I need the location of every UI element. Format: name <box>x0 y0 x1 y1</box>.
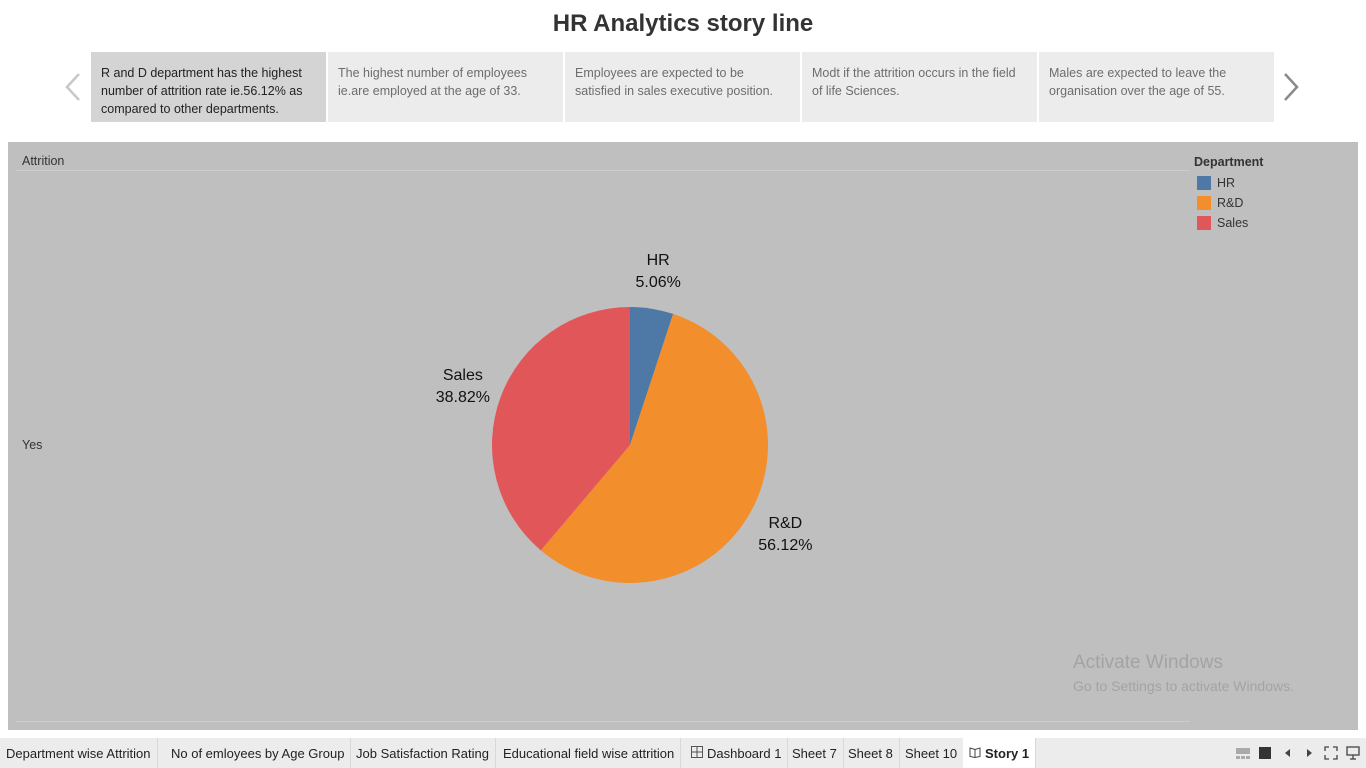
pie-label-value: 5.06% <box>635 274 680 291</box>
tab-label: Educational field wise attrition <box>503 745 675 761</box>
footer-divider <box>16 721 1190 722</box>
legend-swatch <box>1197 196 1211 210</box>
tab-sheet-7[interactable]: Sheet 7 <box>786 738 844 768</box>
header-divider <box>16 170 1190 171</box>
tab-label: Sheet 8 <box>848 745 893 761</box>
story-point-1[interactable]: R and D department has the highest numbe… <box>91 52 326 122</box>
legend-item-hr[interactable]: HR <box>1194 173 1263 193</box>
legend-swatch <box>1197 216 1211 230</box>
pie-label-value: 56.12% <box>758 537 812 554</box>
tab-dashboard-1[interactable]: Dashboard 1 <box>685 738 789 768</box>
previous-story-point-button[interactable] <box>63 70 83 104</box>
watermark-subtitle: Go to Settings to activate Windows. <box>1073 678 1294 694</box>
dashboard-icon <box>691 745 703 761</box>
pie-label-value: 38.82% <box>436 389 490 406</box>
story-point-5[interactable]: Males are expected to leave the organisa… <box>1039 52 1274 122</box>
story-point-text: Males are expected to leave the organisa… <box>1049 66 1227 98</box>
story-point-3[interactable]: Employees are expected to be satisfied i… <box>565 52 800 122</box>
legend-item-rnd[interactable]: R&D <box>1194 193 1263 213</box>
tab-label: No of emloyees by Age Group <box>171 745 345 761</box>
pie-label-name: R&D <box>768 515 802 532</box>
tab-label: Story 1 <box>985 745 1030 761</box>
tab-sheet-8[interactable]: Sheet 8 <box>842 738 900 768</box>
legend-label: Sales <box>1217 216 1249 230</box>
activation-watermark: Activate Windows Go to Settings to activ… <box>1073 652 1294 694</box>
scroll-tabs-left-icon[interactable] <box>1281 746 1295 760</box>
tab-label: Job Satisfaction Rating <box>356 745 489 761</box>
tab-label: Sheet 10 <box>905 745 958 761</box>
story-icon <box>969 746 981 761</box>
story-point-text: R and D department has the highest numbe… <box>101 66 303 116</box>
row-label: Yes <box>22 438 43 452</box>
presentation-mode-icon[interactable] <box>1346 746 1360 760</box>
pie-label-name: HR <box>647 252 670 269</box>
pie-slice-sales[interactable] <box>492 307 630 551</box>
legend-title: Department <box>1194 155 1264 169</box>
watermark-title: Activate Windows <box>1073 652 1223 673</box>
chevron-right-icon <box>1284 73 1299 101</box>
story-point-text: The highest number of employees ie.are e… <box>338 66 527 98</box>
pie-slice-rd[interactable] <box>540 313 768 583</box>
legend-label: HR <box>1217 176 1236 190</box>
tab-educational-field-attrition[interactable]: Educational field wise attrition <box>497 738 682 768</box>
pie-chart: HR 5.06% R&D 56.12% Sales 38.82% <box>436 252 812 583</box>
scroll-tabs-right-icon[interactable] <box>1302 746 1316 760</box>
pie-slice-hr[interactable] <box>630 307 674 445</box>
legend: Department HR R&D Sales <box>1194 155 1263 233</box>
filmstrip-view-icon[interactable] <box>1236 746 1250 760</box>
sheet-sorter-icon[interactable] <box>1258 746 1272 760</box>
story-title: HR Analytics story line <box>552 10 814 37</box>
legend-swatch <box>1197 176 1211 190</box>
fullscreen-icon[interactable] <box>1324 746 1338 760</box>
legend-item-sales[interactable]: Sales <box>1194 213 1263 233</box>
tab-employees-by-age-group[interactable]: No of emloyees by Age Group <box>165 738 352 768</box>
sheet-tab-bar: Department wise Attrition No of emloyees… <box>0 738 1366 768</box>
story-point-2[interactable]: The highest number of employees ie.are e… <box>328 52 563 122</box>
tab-label: Department wise Attrition <box>6 745 151 761</box>
story-navigator: R and D department has the highest numbe… <box>91 52 1274 122</box>
tab-department-wise-attrition[interactable]: Department wise Attrition <box>0 738 158 768</box>
tab-sheet-10[interactable]: Sheet 10 <box>899 738 965 768</box>
story-point-text: Employees are expected to be satisfied i… <box>575 66 774 98</box>
chevron-left-icon <box>65 73 80 101</box>
column-header: Attrition <box>22 154 65 168</box>
tab-label: Sheet 7 <box>792 745 837 761</box>
next-story-point-button[interactable] <box>1281 70 1301 104</box>
story-point-text: Modt if the attrition occurs in the fiel… <box>812 66 1016 98</box>
story-point-4[interactable]: Modt if the attrition occurs in the fiel… <box>802 52 1037 122</box>
legend-label: R&D <box>1217 196 1244 210</box>
tab-job-satisfaction-rating[interactable]: Job Satisfaction Rating <box>350 738 496 768</box>
pie-label-name: Sales <box>443 367 483 384</box>
tab-story-1[interactable]: Story 1 <box>963 738 1037 768</box>
visualization-area: Attrition Yes HR 5.06% R&D 56.12% Sales 38.82… <box>8 142 1358 730</box>
tab-label: Dashboard 1 <box>707 745 782 761</box>
